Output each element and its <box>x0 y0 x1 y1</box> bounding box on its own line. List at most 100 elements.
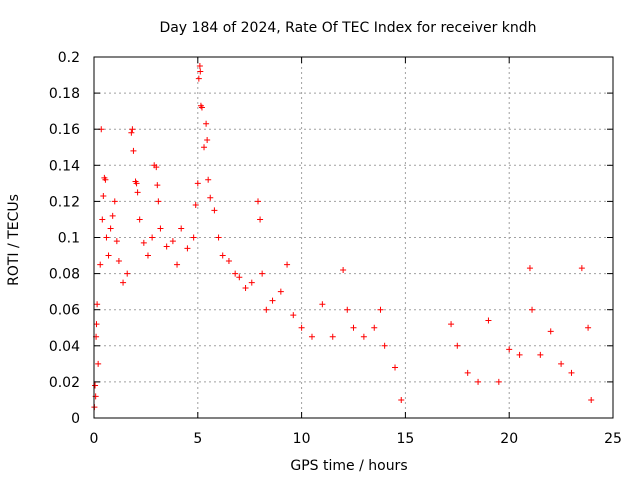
roti-data-point <box>242 285 249 292</box>
roti-data-point <box>140 239 147 246</box>
roti-data-point <box>215 234 222 241</box>
roti-data-point <box>174 261 181 268</box>
data-points-layer <box>91 63 595 411</box>
roti-data-point <box>99 216 106 223</box>
roti-data-point <box>100 192 107 199</box>
y-tick-label: 0.14 <box>49 158 80 174</box>
roti-data-point <box>105 252 112 259</box>
roti-data-point <box>454 342 461 349</box>
y-tick-label: 0.08 <box>49 267 80 283</box>
roti-data-point <box>205 176 212 183</box>
roti-data-point <box>195 75 202 82</box>
roti-data-point <box>485 317 492 324</box>
y-tick-label: 0.12 <box>49 194 80 210</box>
roti-data-point <box>464 369 471 376</box>
roti-data-point <box>192 202 199 209</box>
roti-data-point <box>319 301 326 308</box>
x-axis-label: GPS time / hours <box>290 458 407 474</box>
roti-data-point <box>207 194 214 201</box>
roti-data-point <box>153 164 160 171</box>
roti-data-point <box>94 301 101 308</box>
roti-data-point <box>284 261 291 268</box>
roti-data-point <box>128 129 135 136</box>
roti-data-point <box>203 120 210 127</box>
roti-data-point <box>201 144 208 151</box>
roti-data-point <box>111 198 118 205</box>
roti-data-point <box>377 306 384 313</box>
roti-data-point <box>211 207 218 214</box>
roti-data-point <box>155 198 162 205</box>
roti-data-point <box>129 126 136 133</box>
x-tick-label: 25 <box>604 431 622 447</box>
roti-data-point <box>133 180 140 187</box>
roti-data-point <box>95 360 102 367</box>
y-tick-label: 0.18 <box>49 86 80 102</box>
roti-data-point <box>298 324 305 331</box>
roti-data-point <box>558 360 565 367</box>
roti-data-point <box>344 306 351 313</box>
roti-data-point <box>169 238 176 245</box>
roti-data-point <box>124 270 131 277</box>
roti-data-point <box>190 234 197 241</box>
roti-data-point <box>360 333 367 340</box>
roti-data-point <box>516 351 523 358</box>
roti-data-point <box>495 378 502 385</box>
roti-data-point <box>340 266 347 273</box>
roti-data-point <box>350 324 357 331</box>
roti-data-point <box>263 306 270 313</box>
roti-data-point <box>398 396 405 403</box>
roti-data-point <box>196 63 203 70</box>
y-tick-label: 0.2 <box>58 50 80 66</box>
roti-data-point <box>219 252 226 259</box>
roti-data-point <box>329 333 336 340</box>
y-tick-label: 0 <box>71 411 80 427</box>
y-tick-label: 0.06 <box>49 303 80 319</box>
roti-data-point <box>236 274 243 281</box>
roti-data-point <box>130 147 137 154</box>
roti-data-point <box>198 104 205 111</box>
roti-data-point <box>113 238 120 245</box>
roti-data-point <box>102 176 109 183</box>
roti-data-point <box>107 225 114 232</box>
roti-data-point <box>547 328 554 335</box>
roti-data-point <box>134 189 141 196</box>
x-tick-label: 10 <box>293 431 311 447</box>
roti-data-point <box>257 216 264 223</box>
roti-data-point <box>163 243 170 250</box>
roti-data-point <box>109 212 116 219</box>
roti-data-point <box>381 342 388 349</box>
roti-data-point <box>149 234 156 241</box>
x-tick-label: 0 <box>90 431 99 447</box>
roti-data-point <box>259 270 266 277</box>
roti-data-point <box>308 333 315 340</box>
x-tick-label: 5 <box>193 431 202 447</box>
roti-data-point <box>225 257 232 264</box>
x-tick-label: 20 <box>500 431 518 447</box>
roti-data-point <box>392 364 399 371</box>
roti-data-point <box>526 265 533 272</box>
roti-data-point <box>97 261 104 268</box>
roti-data-point <box>248 279 255 286</box>
roti-data-point <box>269 297 276 304</box>
roti-data-point <box>136 216 143 223</box>
y-tick-label: 0.02 <box>49 375 80 391</box>
y-tick-label: 0.16 <box>49 122 80 138</box>
roti-data-point <box>120 279 127 286</box>
roti-data-point <box>204 137 211 144</box>
grid-layer <box>94 57 613 418</box>
chart-title: Day 184 of 2024, Rate Of TEC Index for r… <box>159 20 536 36</box>
roti-data-point <box>255 198 262 205</box>
y-axis-label: ROTI / TECUs <box>6 194 22 286</box>
roti-data-point <box>371 324 378 331</box>
roti-data-point <box>184 245 191 252</box>
roti-data-point <box>568 369 575 376</box>
roti-data-point <box>115 257 122 264</box>
roti-data-point <box>506 346 513 353</box>
roti-data-point <box>157 225 164 232</box>
roti-data-point <box>103 234 110 241</box>
roti-data-point <box>232 270 239 277</box>
roti-data-point <box>194 180 201 187</box>
roti-data-point <box>197 68 204 75</box>
x-tick-label: 15 <box>396 431 414 447</box>
